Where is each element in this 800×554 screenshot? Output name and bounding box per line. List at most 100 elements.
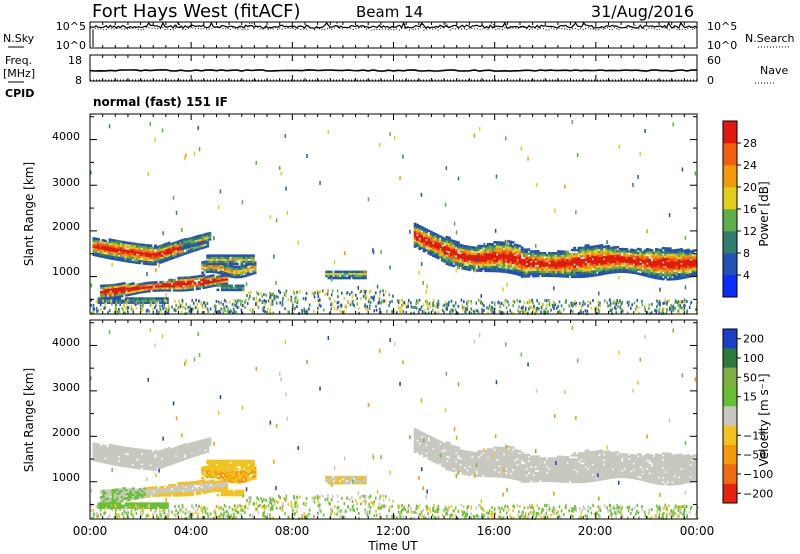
power-cell [512,299,514,303]
power-cell [106,252,110,255]
power-cell [359,290,361,294]
power-cell [461,260,465,264]
power-cell [607,257,611,260]
power-cell [582,269,586,272]
power-cell [237,275,241,279]
power-cell [425,236,428,240]
power-cell [579,263,583,266]
power-cell [602,262,606,265]
power-cell [502,266,506,269]
velocity-cell [175,490,179,493]
power-cell [362,294,365,298]
power-cell [204,284,208,287]
power-cell [235,265,239,269]
power-cell [127,291,131,294]
power-cell [620,249,624,253]
velocity-cell [94,457,98,460]
power-cell [381,299,383,303]
velocity-cell [125,488,129,492]
power-cell [609,267,613,270]
power-cell [111,288,115,291]
power-cell [441,248,444,252]
power-cell [607,267,611,271]
power-cell [584,248,588,251]
velocity-cell [118,488,122,491]
power-cell [686,299,688,303]
power-cell [361,270,365,274]
power-cell [513,262,517,265]
power-cell [425,242,428,246]
power-cell [641,259,645,262]
power-cell [143,301,146,304]
power-cell [655,252,658,255]
power-cell [564,271,567,274]
power-cell [125,287,129,291]
velocity-cell [110,462,114,466]
power-cell [152,297,156,300]
power-cell [614,260,617,263]
power-cell [573,261,576,264]
power-cell [375,304,377,308]
power-cell [208,231,212,235]
power-cell [175,287,179,290]
power-cell [619,299,621,303]
velocity-cell [118,492,122,495]
power-cell [199,236,203,239]
power-cell [197,307,199,311]
velocity-cell [156,459,160,462]
power-cell [127,287,131,290]
power-cell [491,255,494,258]
velocity-cell [143,493,147,496]
power-cell [131,248,135,251]
velocity-cell [141,495,144,499]
power-cell [447,253,451,256]
power-cell [181,228,183,232]
power-cell [179,252,182,255]
power-cell [119,254,123,258]
power-cell [591,251,595,255]
power-cell [602,245,606,249]
power-cell [423,233,425,238]
power-cell [598,269,601,272]
power-cell [160,309,163,313]
velocity-cell [101,456,105,460]
power-cell [543,251,547,255]
power-cell [113,253,116,257]
power-cell [181,249,185,252]
power-cell [480,294,482,299]
velocity-cell [117,457,121,461]
power-cell [623,268,626,271]
power-cell [561,264,565,268]
power-cell [552,266,556,269]
power-cell [641,273,645,276]
power-cell [165,256,169,260]
power-cell [450,308,453,312]
power-cell [492,307,494,311]
velocity-cell [143,495,147,498]
power-cell [328,296,330,300]
power-cell [170,278,174,282]
power-cell [278,289,280,293]
power-cell [511,241,515,244]
velocity-cell [103,461,107,464]
power-cell [611,271,615,274]
power-cell [680,264,683,268]
power-cell [345,276,349,280]
power-cell [577,267,581,270]
power-cell [490,309,492,313]
power-cell [124,245,128,248]
velocity-cell [177,486,181,489]
power-cell [174,241,178,244]
velocity-cell [127,490,131,493]
power-cell [672,308,674,312]
power-cell [634,263,638,267]
power-cell [271,311,274,315]
velocity-cell [225,485,229,488]
power-cell [129,282,133,286]
power-cell [418,270,420,275]
power-cell [427,248,431,251]
power-cell [122,284,126,287]
power-cell [630,252,633,256]
power-cell [684,271,688,275]
power-cell [595,247,599,250]
